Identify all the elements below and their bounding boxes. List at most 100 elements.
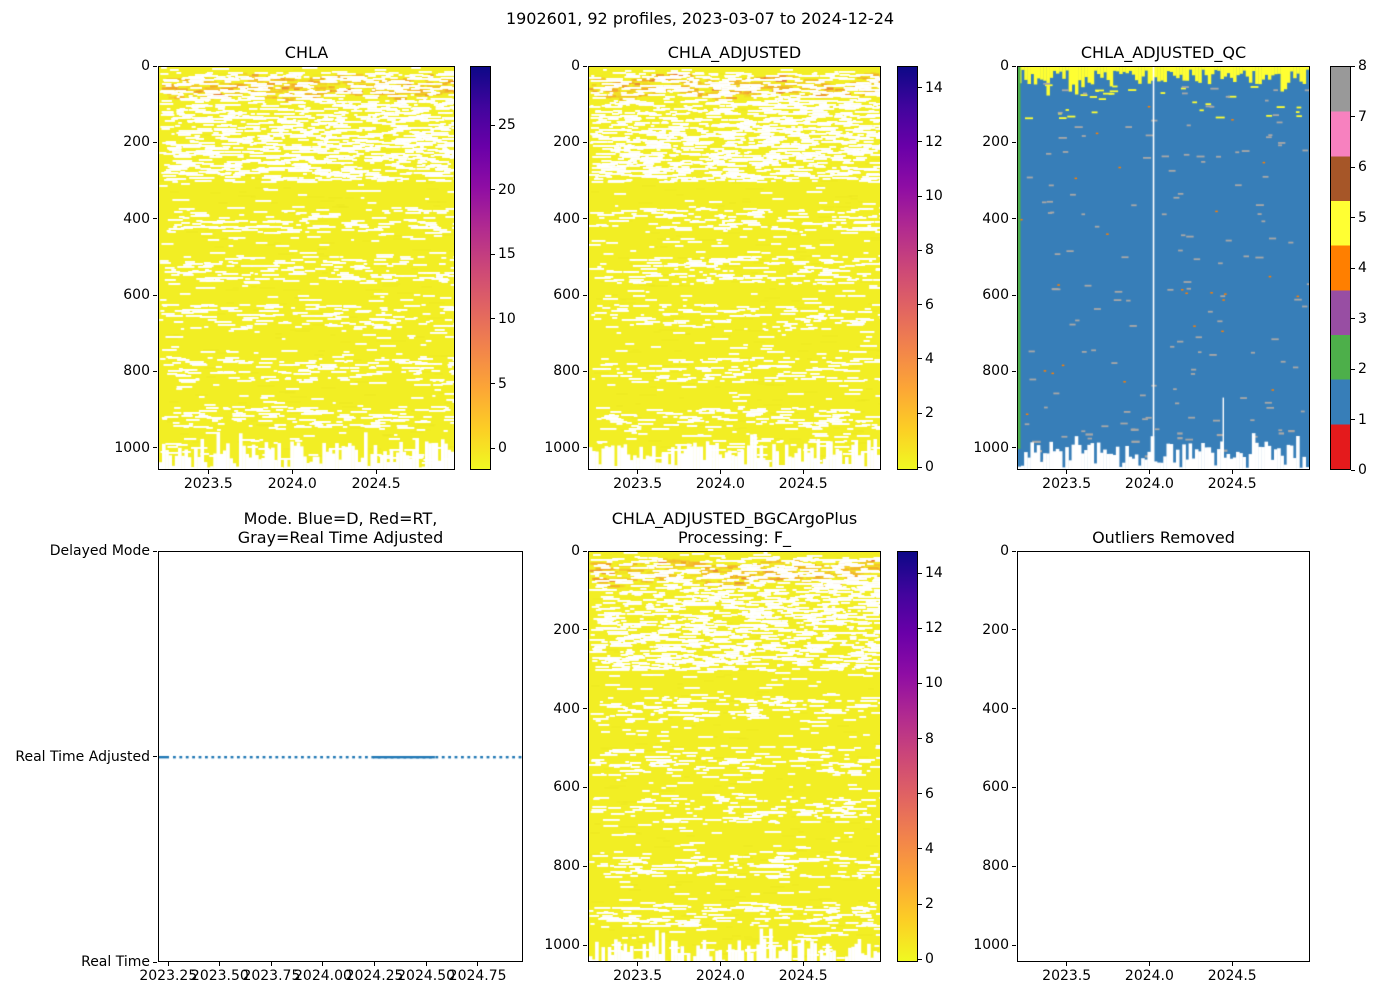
x-tick-label: 2024.5 — [351, 476, 401, 492]
colorbar-tick-label: 10 — [498, 310, 516, 327]
y-tick-label: 1000 — [973, 937, 1009, 954]
colorbar-tick-label: 14 — [925, 79, 943, 96]
y-tick-mark — [153, 370, 157, 372]
y-tick-mark — [583, 786, 587, 788]
colorbar-tick-label: 7 — [1358, 108, 1367, 125]
x-tick-label: 2024.5 — [1207, 968, 1257, 984]
x-tick-mark — [802, 470, 804, 474]
colorbar-tick-label: 15 — [498, 246, 516, 263]
colorbar-tick-mark — [491, 318, 495, 320]
y-tick-mark — [583, 708, 587, 710]
y-tick-label: 800 — [553, 363, 580, 380]
colorbar-tick-label: 6 — [925, 785, 934, 802]
y-tick-mark — [583, 629, 587, 631]
colorbar-tick-mark — [918, 358, 922, 360]
colorbar-tick-mark — [1351, 217, 1355, 218]
colorbar-tick-mark — [918, 87, 922, 89]
y-tick-mark — [1012, 944, 1016, 946]
x-tick-mark — [637, 470, 639, 474]
axes-mode — [158, 551, 523, 962]
colorbar-tick-mark — [1351, 419, 1355, 420]
y-tick-label: 200 — [982, 621, 1009, 638]
x-tick-mark — [1231, 962, 1233, 966]
x-tick-mark — [219, 962, 221, 966]
y-tick-label: 400 — [553, 700, 580, 717]
x-tick-label: 2023.50 — [190, 968, 249, 984]
x-tick-mark — [1231, 470, 1233, 474]
x-tick-label: 2024.0 — [1124, 476, 1174, 492]
y-tick-label: 600 — [982, 287, 1009, 304]
y-tick-label: 200 — [553, 621, 580, 638]
colorbar-tick-label: 6 — [925, 296, 934, 313]
y-tick-label: 800 — [123, 363, 150, 380]
y-tick-mark — [583, 944, 587, 946]
colorbar-tick-label: 4 — [925, 350, 934, 367]
colorbar-tick-mark — [1351, 318, 1355, 319]
y-tick-mark — [1012, 370, 1016, 372]
x-tick-label: 2024.75 — [448, 968, 507, 984]
x-tick-label: 2024.0 — [1124, 968, 1174, 984]
colorbar-chla_adjusted_qc — [1330, 66, 1351, 470]
colorbar-tick-mark — [918, 412, 922, 414]
colorbar-chla — [470, 66, 491, 470]
y-tick-mark — [153, 141, 157, 143]
colorbar-tick-mark — [918, 793, 922, 795]
colorbar-tick-label: 1 — [1358, 411, 1367, 428]
x-tick-mark — [719, 962, 721, 966]
colorbar-tick-label: 8 — [925, 730, 934, 747]
x-tick-label: 2023.5 — [183, 476, 233, 492]
y-tick-mark — [583, 550, 587, 552]
y-tick-label: 600 — [123, 287, 150, 304]
y-tick-label: 800 — [982, 363, 1009, 380]
x-tick-mark — [1148, 962, 1150, 966]
colorbar-tick-mark — [491, 253, 495, 255]
y-tick-mark — [1012, 447, 1016, 449]
y-tick-mark — [1012, 550, 1016, 552]
y-tick-label: 1000 — [973, 439, 1009, 456]
colorbar-tick-label: 0 — [498, 440, 507, 457]
colorbar-tick-label: 3 — [1358, 310, 1367, 327]
axes-outliers_removed — [1017, 551, 1310, 962]
y-tick-mark — [583, 218, 587, 220]
colorbar-tick-label: 2 — [1358, 361, 1367, 377]
colorbar-tick-mark — [1351, 368, 1355, 370]
y-tick-mark — [583, 447, 587, 449]
heatmap-canvas-chla — [159, 67, 454, 469]
y-tick-label: 0 — [1000, 58, 1009, 74]
colorbar-tick-mark — [1351, 267, 1355, 269]
y-tick-label: 600 — [553, 779, 580, 796]
panel-chla_adjusted_bgcargoplus-title: CHLA_ADJUSTED_BGCArgoPlus Processing: F_ — [611, 509, 858, 547]
colorbar-tick-label: 14 — [925, 565, 943, 582]
colorbar-tick-label: 8 — [1358, 58, 1367, 74]
x-tick-mark — [719, 470, 721, 474]
y-tick-mark — [583, 65, 587, 67]
colorbar-tick-label: 2 — [925, 405, 934, 422]
x-tick-label: 2023.5 — [613, 476, 663, 492]
colorbar-tick-label: 8 — [925, 242, 934, 259]
y-tick-mark — [153, 550, 157, 552]
colorbar-tick-label: 25 — [498, 117, 516, 134]
x-tick-mark — [1066, 962, 1068, 966]
colorbar-tick-mark — [1351, 166, 1355, 168]
x-tick-label: 2023.5 — [613, 968, 663, 984]
y-tick-label: 1000 — [544, 937, 580, 954]
x-tick-mark — [374, 962, 376, 966]
colorbar-tick-mark — [918, 903, 922, 905]
x-tick-label: 2024.0 — [267, 476, 317, 492]
x-tick-label: 2024.5 — [778, 968, 828, 984]
colorbar-tick-mark — [491, 189, 495, 191]
panel-chla_adjusted-title: CHLA_ADJUSTED — [667, 43, 802, 62]
x-tick-mark — [1148, 470, 1150, 474]
mode-line-canvas — [159, 552, 522, 961]
y-tick-mark — [1012, 218, 1016, 220]
colorbar-tick-mark — [918, 141, 922, 143]
x-tick-mark — [637, 962, 639, 966]
colorbar-tick-mark — [918, 304, 922, 306]
y-tick-mark — [583, 370, 587, 372]
y-tick-label: 200 — [553, 134, 580, 151]
y-tick-mark — [1012, 141, 1016, 143]
y-tick-label: 400 — [982, 700, 1009, 717]
colorbar-tick-mark — [1351, 116, 1355, 117]
y-tick-mark — [153, 294, 157, 296]
y-tick-mark — [1012, 65, 1016, 67]
